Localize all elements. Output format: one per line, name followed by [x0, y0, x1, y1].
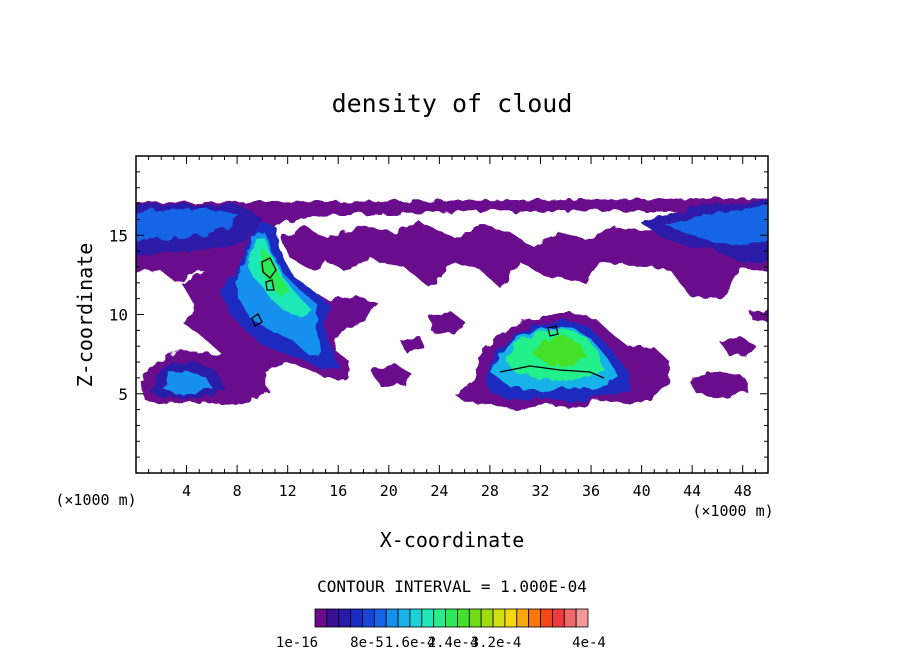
x-tick-label: 24 [430, 482, 448, 500]
y-tick-label: 10 [109, 306, 128, 325]
colorbar-swatch [516, 608, 530, 628]
chart-title: density of cloud [332, 89, 573, 118]
colorbar-label: 4e-4 [572, 635, 606, 651]
x-axis-unit-right: (×1000 m) [692, 502, 773, 520]
y-tick-label: 5 [118, 385, 128, 404]
colorbar-swatch [433, 608, 446, 628]
colorbar-swatch [540, 608, 553, 628]
x-tick-label: 8 [233, 482, 242, 500]
colorbar-swatch [445, 608, 458, 628]
colorbar-swatch [385, 608, 399, 628]
x-tick-label: 20 [380, 482, 398, 500]
cloud-peak-central [530, 336, 588, 366]
y-tick-label: 15 [109, 226, 128, 245]
x-tick-label: 36 [582, 482, 600, 500]
colorbar-label: 1e-16 [276, 635, 318, 651]
x-tick-label: 12 [279, 482, 297, 500]
x-tick-label: 28 [481, 482, 499, 500]
colorbar-swatch [528, 608, 541, 628]
x-tick-label: 4 [182, 482, 191, 500]
colorbar-swatch [551, 608, 565, 628]
x-axis-label: X-coordinate [380, 528, 525, 552]
x-tick-label: 16 [329, 482, 347, 500]
cloud-peak-column [258, 250, 290, 298]
colorbar-swatch [480, 608, 494, 628]
colorbar-swatch [314, 608, 328, 628]
colorbar-swatch [326, 608, 340, 628]
cloud-region-upper-layer [136, 198, 768, 300]
contour-line [499, 365, 605, 379]
cloud-field [136, 198, 768, 410]
colorbar-swatch [492, 608, 506, 628]
x-tick-label: 48 [734, 482, 752, 500]
cloud-core-right-edge-inner [665, 205, 768, 246]
colorbar: 1e-16 8e-5 1.6e-42.4e-43.2e-4 4e-4 [276, 608, 606, 651]
colorbar-swatch [409, 608, 423, 628]
colorbar-swatch [575, 608, 589, 628]
colorbar-swatch [504, 608, 518, 628]
plot-area [136, 198, 768, 410]
colorbar-swatch [397, 608, 411, 628]
cloud-core-lower-left-inner [162, 370, 212, 394]
contour-line [547, 325, 559, 337]
contour-lines [251, 257, 605, 379]
colorbar-swatch [373, 608, 387, 628]
x-tick-label: 32 [531, 482, 549, 500]
y-axis-label: Z-coordinate [73, 243, 97, 388]
colorbar-swatch [457, 608, 470, 628]
colorbar-swatch [563, 608, 577, 628]
colorbar-label: 1.6e-4 [385, 635, 436, 651]
cloud-region-mid-scatter [370, 312, 465, 386]
colorbar-swatch [338, 608, 352, 628]
x-tick-label: 40 [633, 482, 651, 500]
contour-line [261, 257, 277, 279]
colorbar-label: 2.4e-4 [428, 635, 479, 651]
x-tick-label: 44 [683, 482, 701, 500]
cloud-core-left-edge-inner [136, 208, 238, 242]
contour-interval-label: CONTOUR INTERVAL = 1.000E-04 [317, 577, 587, 596]
contour-line [251, 313, 263, 327]
colorbar-label: 3.2e-4 [471, 635, 522, 651]
colorbar-swatch [421, 608, 435, 628]
colorbar-swatch [350, 608, 363, 628]
contour-line [265, 279, 275, 291]
x-axis-unit-left: (×1000 m) [55, 491, 136, 509]
colorbar-swatch [362, 608, 375, 628]
cloud-region-right-patches [690, 310, 768, 398]
colorbar-label: 8e-5 [350, 635, 384, 651]
colorbar-swatch [468, 608, 482, 628]
